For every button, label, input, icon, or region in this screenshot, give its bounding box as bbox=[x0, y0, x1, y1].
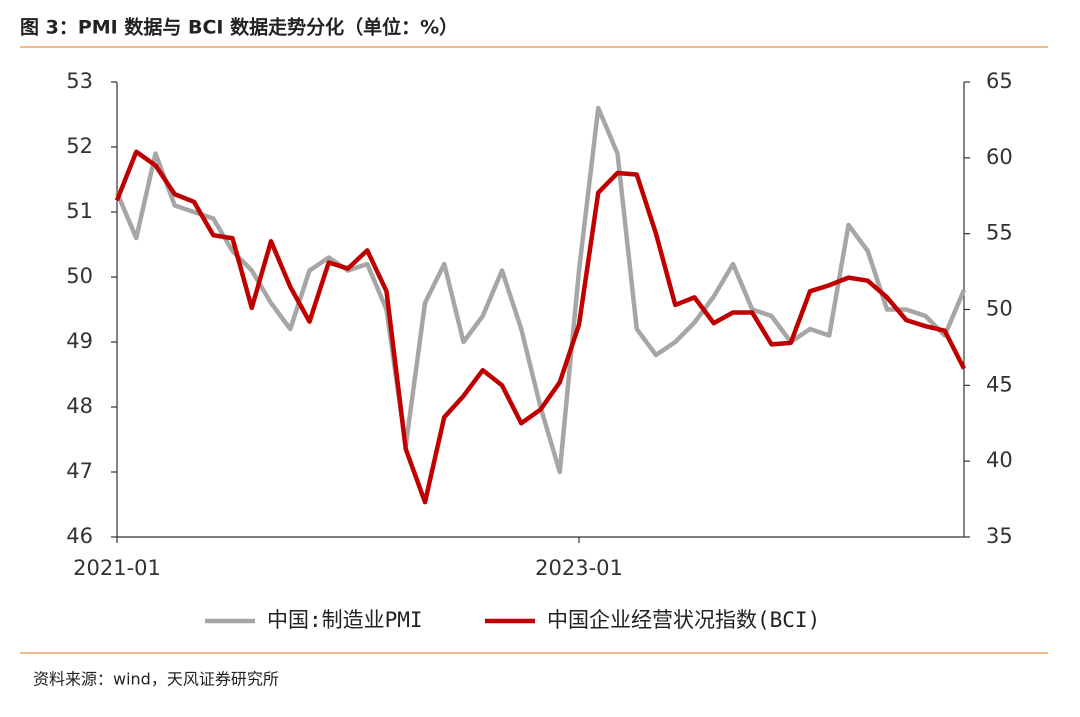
series-line bbox=[114, 149, 967, 505]
y2-tick-label: 65 bbox=[986, 69, 1013, 93]
source-note: 资料来源：wind，天风证券研究所 bbox=[33, 670, 279, 689]
x-tick-label: 2023-01 bbox=[535, 556, 623, 580]
y-tick-label: 47 bbox=[66, 459, 93, 483]
y-tick-label: 53 bbox=[66, 69, 93, 93]
y-tick-label: 51 bbox=[66, 199, 93, 223]
y2-tick-label: 55 bbox=[986, 221, 1013, 245]
legend-label: 中国企业经营状况指数(BCI) bbox=[547, 608, 820, 632]
chart-title: 图 3：PMI 数据与 BCI 数据走势分化（单位：%） bbox=[20, 16, 458, 39]
y2-tick-label: 60 bbox=[986, 145, 1013, 169]
series-line bbox=[114, 105, 967, 475]
y2-tick-label: 40 bbox=[986, 448, 1013, 472]
y2-tick-label: 45 bbox=[986, 372, 1013, 396]
x-tick-label: 2021-01 bbox=[73, 556, 161, 580]
y-tick-label: 52 bbox=[66, 134, 93, 158]
y-tick-label: 46 bbox=[66, 524, 93, 548]
y2-tick-label: 50 bbox=[986, 297, 1013, 321]
y2-tick-label: 35 bbox=[986, 524, 1013, 548]
y-tick-label: 49 bbox=[66, 329, 93, 353]
legend-label: 中国:制造业PMI bbox=[267, 608, 423, 632]
y-tick-label: 48 bbox=[66, 394, 93, 418]
y-tick-label: 50 bbox=[66, 264, 93, 288]
